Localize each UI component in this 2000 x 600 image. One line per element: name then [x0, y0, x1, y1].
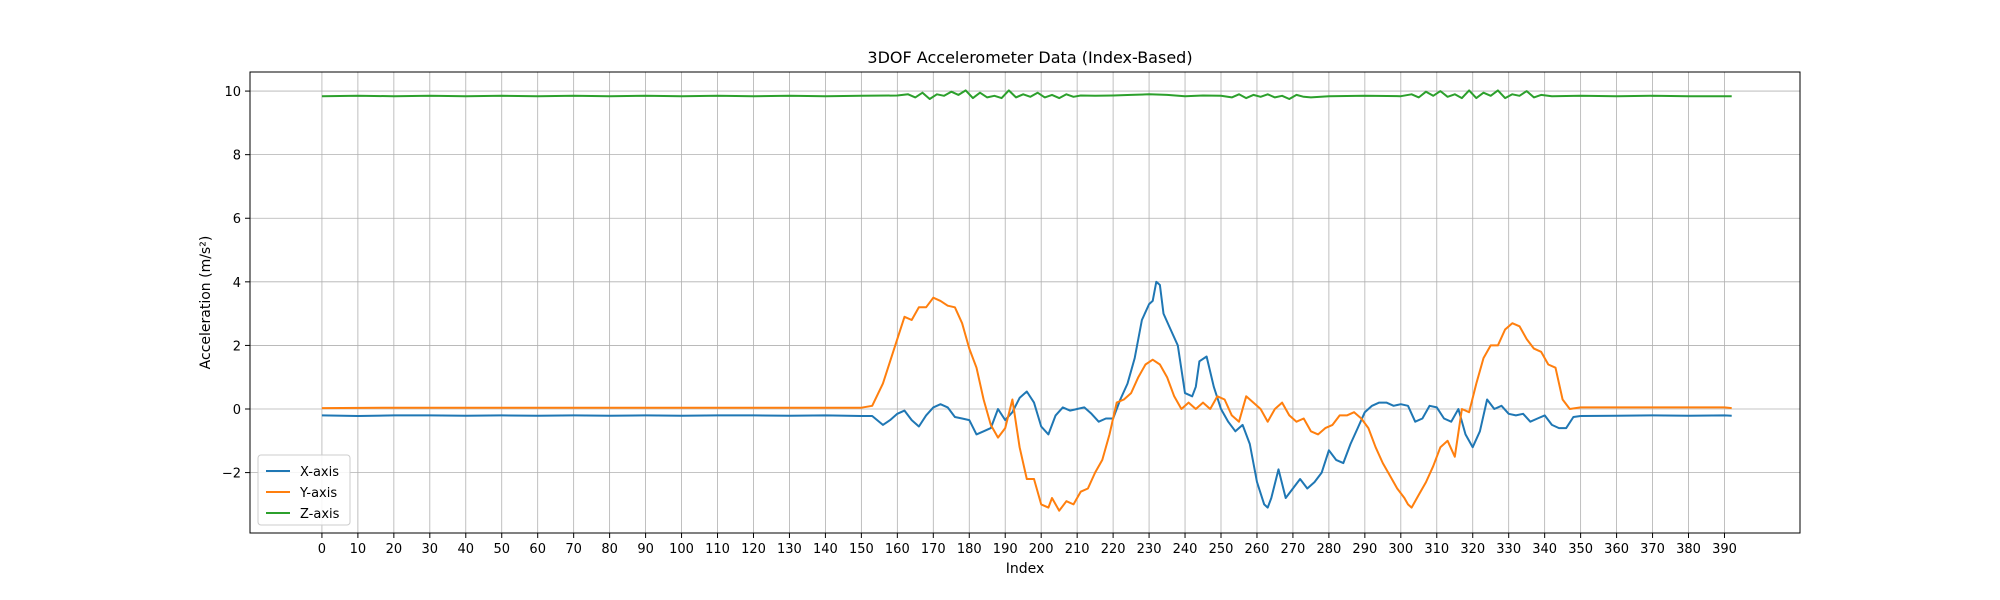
x-tick-label: 390: [1712, 542, 1737, 557]
x-tick-label: 240: [1173, 542, 1198, 557]
x-tick-label: 90: [637, 542, 654, 557]
x-tick-label: 270: [1281, 542, 1306, 557]
y-tick-layer: −2 0 2 4 6 8 10: [222, 85, 250, 482]
x-tick-label: 100: [669, 542, 694, 557]
y-tick-label: 4: [233, 276, 241, 291]
x-tick-label: 50: [493, 542, 510, 557]
x-tick-label: 170: [921, 542, 946, 557]
x-tick-label: 350: [1568, 542, 1593, 557]
x-tick-label: 300: [1388, 542, 1413, 557]
x-tick-label: 230: [1137, 542, 1162, 557]
grid-layer: [250, 72, 1800, 533]
x-tick-label: 320: [1460, 542, 1485, 557]
x-tick-label: 370: [1640, 542, 1665, 557]
x-tick-label: 0: [318, 542, 326, 557]
x-tick-label: 20: [386, 542, 403, 557]
chart-title: 3DOF Accelerometer Data (Index-Based): [867, 48, 1192, 67]
y-tick-label: 8: [233, 149, 241, 164]
x-tick-label: 340: [1532, 542, 1557, 557]
legend: X-axis Y-axis Z-axis: [257, 454, 351, 526]
x-tick-label: 30: [422, 542, 439, 557]
x-tick-label: 250: [1209, 542, 1234, 557]
x-tick-label: 130: [777, 542, 802, 557]
x-tick-label: 280: [1316, 542, 1341, 557]
series-layer: [321, 89, 1732, 512]
y-tick-label: −2: [222, 467, 241, 482]
x-tick-label: 380: [1676, 542, 1701, 557]
legend-label: Y-axis: [299, 486, 337, 501]
x-tick-label: 210: [1065, 542, 1090, 557]
y-tick-label: 6: [233, 212, 241, 227]
x-tick-label: 120: [741, 542, 766, 557]
x-tick-layer: 0 10 20 30 40 50 60 70 80 90 100 110 120 130 140 150 160…: [318, 533, 1737, 557]
y-axis-label: Acceleration (m/s²): [198, 236, 214, 370]
x-tick-label: 150: [849, 542, 874, 557]
x-tick-label: 290: [1352, 542, 1377, 557]
x-tick-label: 80: [601, 542, 618, 557]
x-tick-label: 70: [565, 542, 582, 557]
legend-label: Z-axis: [300, 507, 340, 522]
y-tick-label: 10: [224, 85, 241, 100]
x-tick-label: 60: [529, 542, 546, 557]
x-tick-label: 10: [350, 542, 367, 557]
x-tick-label: 360: [1604, 542, 1629, 557]
x-tick-label: 160: [885, 542, 910, 557]
x-tick-label: 260: [1245, 542, 1270, 557]
plot-frame: [249, 71, 1801, 534]
x-tick-label: 190: [993, 542, 1018, 557]
legend-box: [257, 454, 351, 526]
series-line-z-axis: [321, 89, 1732, 100]
x-axis-label: Index: [1006, 561, 1045, 577]
x-tick-label: 330: [1496, 542, 1521, 557]
x-tick-label: 310: [1424, 542, 1449, 557]
x-tick-label: 220: [1101, 542, 1126, 557]
y-tick-label: 0: [233, 403, 241, 418]
legend-label: X-axis: [300, 465, 339, 480]
x-tick-label: 200: [1029, 542, 1054, 557]
x-tick-label: 40: [458, 542, 475, 557]
series-line-y-axis: [321, 296, 1732, 512]
x-tick-label: 140: [813, 542, 838, 557]
y-tick-label: 2: [233, 339, 241, 354]
series-line-x-axis: [321, 280, 1732, 509]
x-tick-label: 110: [705, 542, 730, 557]
x-tick-label: 180: [957, 542, 982, 557]
